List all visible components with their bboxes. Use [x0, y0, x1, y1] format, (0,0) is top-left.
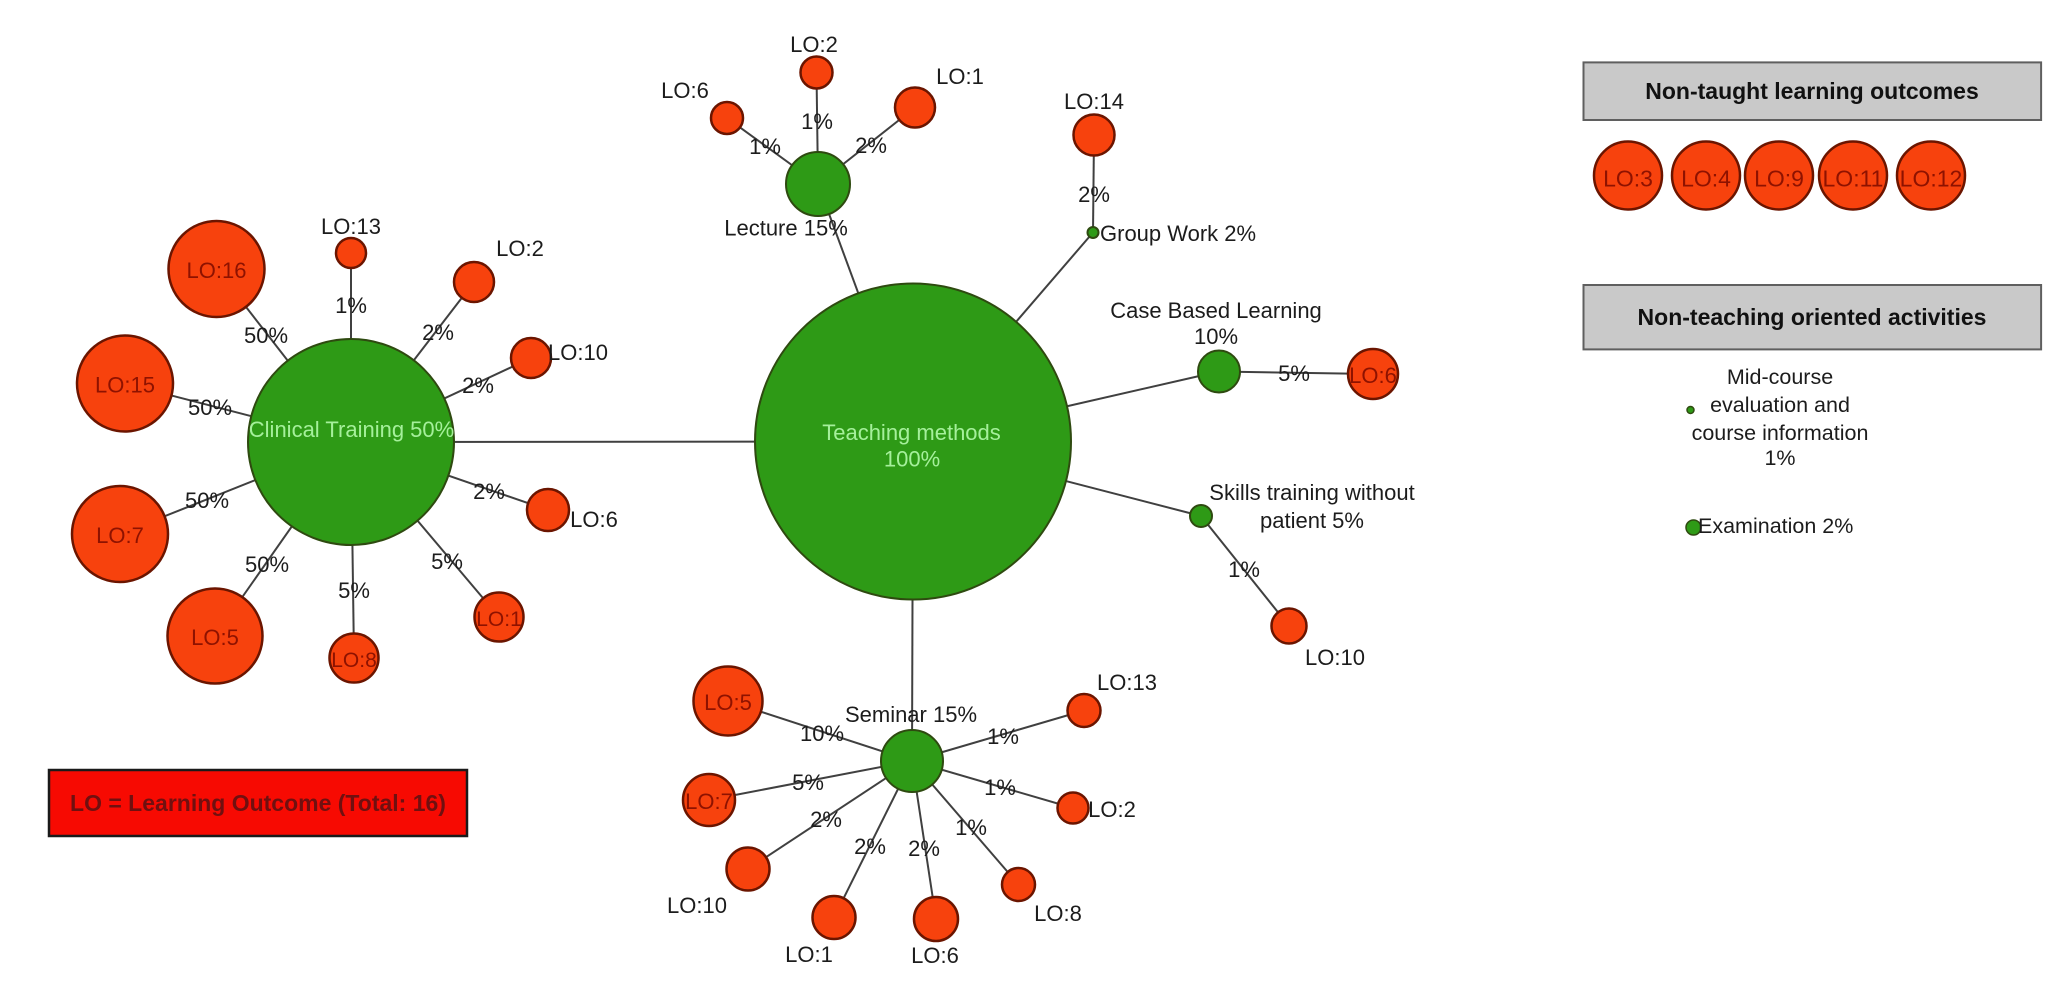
svg-text:1%: 1%: [984, 775, 1016, 800]
svg-text:LO:8: LO:8: [331, 649, 377, 672]
svg-text:2%: 2%: [462, 373, 494, 398]
svg-text:2%: 2%: [908, 836, 940, 861]
svg-text:LO:6: LO:6: [570, 507, 618, 532]
svg-text:LO:6: LO:6: [661, 78, 709, 103]
svg-text:10%: 10%: [800, 721, 844, 746]
svg-text:50%: 50%: [188, 395, 232, 420]
svg-text:LO:7: LO:7: [685, 789, 733, 814]
svg-text:LO:10: LO:10: [1305, 645, 1365, 670]
svg-text:LO:14: LO:14: [1064, 89, 1124, 114]
svg-text:Examination 2%: Examination 2%: [1698, 514, 1853, 538]
svg-text:LO:1: LO:1: [785, 942, 833, 967]
svg-text:2%: 2%: [855, 133, 887, 158]
svg-text:LO:9: LO:9: [1754, 166, 1804, 192]
svg-text:Group Work 2%: Group Work 2%: [1100, 221, 1256, 246]
svg-text:Non-taught learning outcomes: Non-taught learning outcomes: [1645, 78, 1979, 104]
svg-text:LO = Learning Outcome (Total:: LO = Learning Outcome (Total: 16): [70, 790, 446, 816]
svg-text:LO:12: LO:12: [1900, 166, 1963, 192]
svg-text:LO:6: LO:6: [1349, 363, 1397, 388]
svg-text:LO:15: LO:15: [95, 373, 155, 398]
svg-text:LO:2: LO:2: [790, 32, 838, 57]
svg-text:LO:3: LO:3: [1603, 166, 1653, 192]
svg-text:LO:2: LO:2: [496, 236, 544, 261]
svg-text:LO:4: LO:4: [1681, 166, 1731, 192]
svg-text:LO:5: LO:5: [704, 690, 752, 715]
svg-text:evaluation and: evaluation and: [1710, 393, 1850, 417]
svg-text:LO:5: LO:5: [191, 625, 239, 650]
svg-text:1%: 1%: [987, 724, 1019, 749]
svg-text:2%: 2%: [810, 807, 842, 832]
svg-text:50%: 50%: [185, 488, 229, 513]
svg-text:Seminar 15%: Seminar 15%: [845, 702, 977, 727]
svg-text:Clinical Training 50%: Clinical Training 50%: [249, 417, 454, 442]
svg-text:Case Based Learning: Case Based Learning: [1110, 298, 1322, 323]
svg-text:LO:10: LO:10: [548, 340, 608, 365]
svg-text:5%: 5%: [792, 770, 824, 795]
svg-text:LO:6: LO:6: [911, 943, 959, 968]
svg-text:5%: 5%: [1278, 361, 1310, 386]
svg-text:1%: 1%: [1228, 557, 1260, 582]
svg-text:LO:16: LO:16: [187, 258, 247, 283]
svg-text:Non-teaching oriented activiti: Non-teaching oriented activities: [1638, 304, 1987, 330]
svg-text:1%: 1%: [955, 815, 987, 840]
svg-text:1%: 1%: [1764, 446, 1795, 470]
svg-text:1%: 1%: [749, 134, 781, 159]
svg-text:patient 5%: patient 5%: [1260, 508, 1364, 533]
svg-text:Lecture 15%: Lecture 15%: [724, 216, 848, 241]
svg-text:LO:1: LO:1: [936, 64, 984, 89]
svg-text:LO:10: LO:10: [667, 893, 727, 918]
svg-text:LO:13: LO:13: [321, 214, 381, 239]
svg-text:LO:8: LO:8: [1034, 901, 1082, 926]
svg-text:100%: 100%: [884, 447, 940, 472]
svg-text:LO:11: LO:11: [1823, 166, 1884, 192]
svg-text:5%: 5%: [431, 549, 463, 574]
svg-text:2%: 2%: [473, 479, 505, 504]
svg-text:course information: course information: [1692, 421, 1869, 445]
svg-text:2%: 2%: [1078, 182, 1110, 207]
svg-text:Mid-course: Mid-course: [1727, 365, 1833, 389]
svg-text:LO:7: LO:7: [96, 523, 144, 548]
svg-text:5%: 5%: [338, 578, 370, 603]
svg-text:Skills training without: Skills training without: [1209, 480, 1414, 505]
svg-text:2%: 2%: [422, 320, 454, 345]
svg-text:LO:1: LO:1: [476, 608, 522, 631]
svg-text:1%: 1%: [801, 109, 833, 134]
svg-text:10%: 10%: [1194, 324, 1238, 349]
svg-text:Teaching methods: Teaching methods: [822, 420, 1001, 445]
svg-text:LO:13: LO:13: [1097, 670, 1157, 695]
svg-text:50%: 50%: [244, 323, 288, 348]
svg-text:LO:2: LO:2: [1088, 797, 1136, 822]
svg-text:2%: 2%: [854, 834, 886, 859]
svg-text:50%: 50%: [245, 552, 289, 577]
svg-text:1%: 1%: [335, 293, 367, 318]
